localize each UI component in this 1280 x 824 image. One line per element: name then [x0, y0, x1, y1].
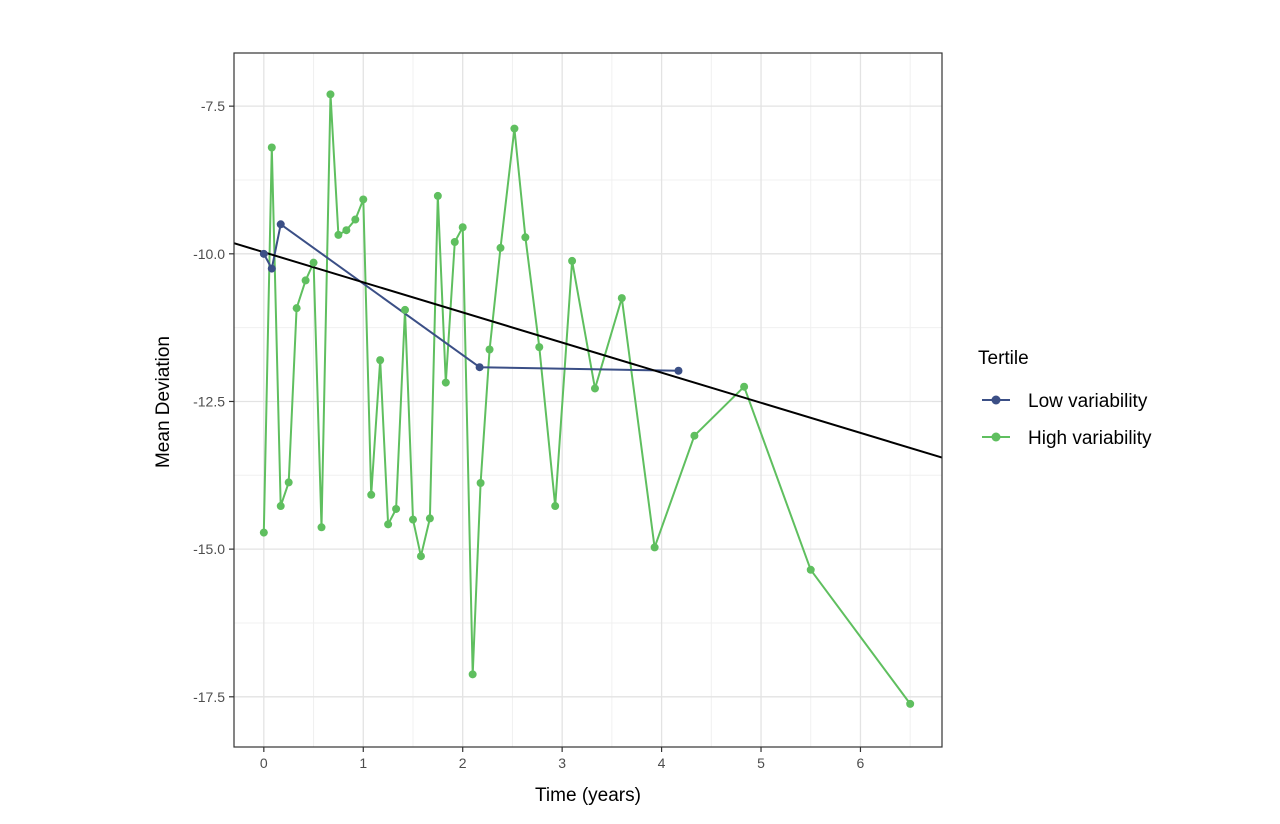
- data-point-high-variability: [392, 504, 401, 513]
- data-point-high-variability: [650, 543, 659, 552]
- data-point-high-variability: [806, 565, 815, 574]
- data-point-high-variability: [535, 343, 544, 352]
- grid-lines: [234, 53, 942, 747]
- data-point-high-variability: [450, 238, 459, 247]
- data-point-high-variability: [284, 478, 293, 487]
- data-point-high-variability: [458, 223, 467, 232]
- data-point-high-variability: [351, 215, 360, 224]
- x-tick-label: 3: [558, 755, 566, 771]
- legend-label-low-variability: Low variability: [1028, 391, 1148, 412]
- data-point-high-variability: [292, 304, 301, 313]
- series-layer: [233, 93, 943, 705]
- x-tick-label: 1: [359, 755, 367, 771]
- y-tick-label: -17.5: [193, 689, 225, 705]
- axis-ticks: 0 1 2 3 4 5 6 -7.5 -10.0 -12.5 -15.0 -17.5: [193, 98, 864, 771]
- data-point-high-variability: [301, 276, 310, 285]
- legend: Tertile Low variability High variability: [978, 348, 1152, 449]
- y-tick-label: -12.5: [193, 393, 225, 409]
- data-point-low-variability: [267, 264, 276, 273]
- data-point-high-variability: [267, 143, 276, 152]
- data-point-low-variability: [259, 249, 268, 258]
- data-point-high-variability: [342, 226, 351, 235]
- data-point-high-variability: [359, 195, 368, 204]
- x-tick-label: 2: [459, 755, 467, 771]
- data-point-high-variability: [433, 191, 442, 200]
- y-axis-title: Mean Deviation: [153, 336, 174, 468]
- data-point-high-variability: [401, 305, 410, 314]
- y-tick-label: -7.5: [201, 98, 225, 114]
- data-points: [259, 90, 915, 708]
- y-tick-label: -15.0: [193, 541, 225, 557]
- data-point-high-variability: [906, 699, 915, 708]
- data-point-high-variability: [334, 230, 343, 239]
- legend-key-dot-high-variability: [991, 432, 1001, 442]
- data-point-high-variability: [416, 552, 425, 561]
- x-tick-label: 5: [757, 755, 765, 771]
- data-point-high-variability: [384, 520, 393, 529]
- data-point-high-variability: [521, 233, 530, 242]
- data-point-high-variability: [568, 256, 577, 265]
- plot-panel-border: [233, 52, 943, 748]
- trend-line: [233, 242, 943, 459]
- data-point-high-variability: [551, 502, 560, 511]
- data-point-high-variability: [425, 514, 434, 523]
- x-tick-label: 0: [260, 755, 268, 771]
- data-point-high-variability: [496, 243, 505, 252]
- y-tick-label: -10.0: [193, 246, 225, 262]
- legend-title: Tertile: [978, 348, 1029, 369]
- data-point-high-variability: [309, 258, 318, 267]
- data-point-high-variability: [740, 382, 749, 391]
- data-point-high-variability: [317, 523, 326, 532]
- x-tick-label: 6: [857, 755, 865, 771]
- data-point-high-variability: [259, 528, 268, 537]
- data-point-low-variability: [276, 220, 285, 229]
- data-point-high-variability: [326, 90, 335, 99]
- data-point-low-variability: [475, 363, 484, 372]
- data-point-high-variability: [485, 345, 494, 354]
- data-point-high-variability: [367, 490, 376, 499]
- data-point-high-variability: [276, 502, 285, 511]
- legend-label-high-variability: High variability: [1028, 428, 1152, 449]
- data-point-high-variability: [408, 515, 417, 524]
- series-line-high-variability: [262, 93, 912, 705]
- data-point-low-variability: [674, 366, 683, 375]
- x-tick-label: 4: [658, 755, 666, 771]
- data-point-high-variability: [590, 384, 599, 393]
- data-point-high-variability: [441, 378, 450, 387]
- data-point-high-variability: [468, 670, 477, 679]
- data-point-high-variability: [376, 356, 385, 365]
- legend-key-dot-low-variability: [991, 395, 1001, 405]
- x-axis-title: Time (years): [535, 785, 641, 806]
- data-point-high-variability: [476, 478, 485, 487]
- data-point-high-variability: [617, 294, 626, 303]
- data-point-high-variability: [690, 431, 699, 440]
- data-point-high-variability: [510, 124, 519, 133]
